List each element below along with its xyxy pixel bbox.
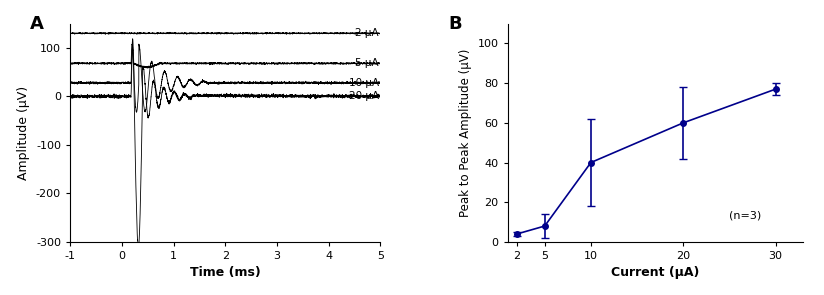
Text: 2 μA: 2 μA [355, 28, 379, 38]
Text: (n=3): (n=3) [729, 210, 761, 220]
X-axis label: Time (ms): Time (ms) [190, 266, 260, 279]
Text: 5 μA: 5 μA [355, 58, 379, 68]
Text: A: A [30, 15, 44, 33]
Text: B: B [448, 15, 462, 33]
Y-axis label: Amplitude (μV): Amplitude (μV) [17, 86, 30, 180]
Text: 20 μA: 20 μA [349, 91, 379, 101]
X-axis label: Current (μA): Current (μA) [611, 266, 700, 279]
Y-axis label: Peak to Peak Amplitude (μV): Peak to Peak Amplitude (μV) [459, 49, 472, 217]
Text: 10 μA: 10 μA [349, 78, 379, 88]
